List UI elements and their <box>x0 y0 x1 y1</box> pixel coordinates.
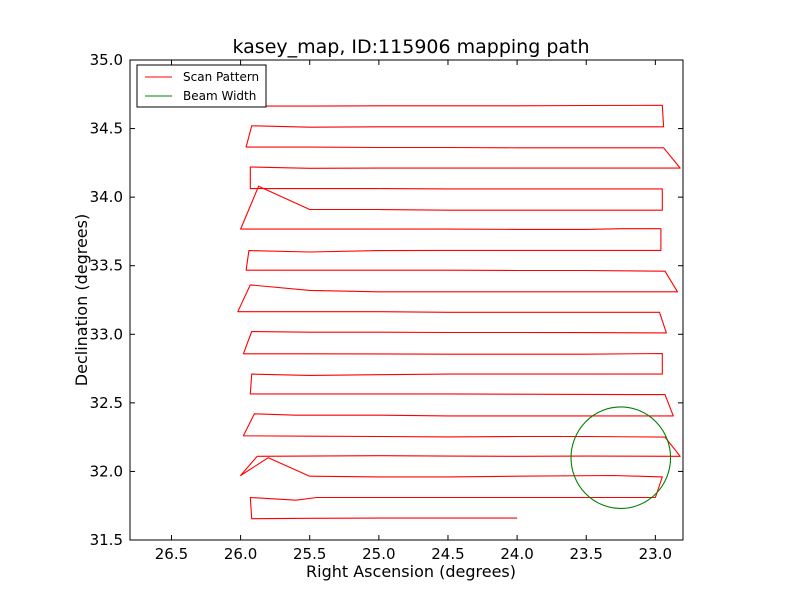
beam-width-circle <box>570 406 672 510</box>
y-tick-label: 33.5 <box>90 257 123 275</box>
x-tick-label: 26.5 <box>155 545 188 563</box>
legend-label-beam-width: Beam Width <box>183 89 256 103</box>
y-tick-label: 33.0 <box>90 325 123 343</box>
legend: Scan Pattern Beam Width <box>136 64 267 108</box>
y-tick-label: 35.0 <box>90 51 123 69</box>
scan-pattern-line <box>237 104 681 520</box>
x-tick-label: 25.0 <box>362 545 395 563</box>
plot-area <box>237 104 681 520</box>
x-tick-label: 23.5 <box>570 545 603 563</box>
x-axis-label: Right Ascension (degrees) <box>306 562 516 581</box>
plot-frame <box>129 59 684 541</box>
x-tick-label: 24.5 <box>431 545 464 563</box>
x-tick-label: 26.0 <box>224 545 257 563</box>
legend-label-scan-pattern: Scan Pattern <box>183 70 259 84</box>
y-tick-label: 34.0 <box>90 188 123 206</box>
y-tick-label: 31.5 <box>90 531 123 549</box>
chart-title: kasey_map, ID:115906 mapping path <box>232 36 589 58</box>
y-tick-label: 32.5 <box>90 394 123 412</box>
y-tick-label: 32.0 <box>90 462 123 480</box>
ticks-layer: 26.5 26.0 25.5 25.0 24.5 24.0 23.5 23.0 31.5 32.0… <box>90 51 683 563</box>
y-axis-label: Declination (degrees) <box>72 214 91 386</box>
series-layer <box>237 104 681 520</box>
x-tick-label: 24.0 <box>500 545 533 563</box>
legend-frame <box>136 64 267 108</box>
x-tick-label: 25.5 <box>293 545 326 563</box>
x-tick-label: 23.0 <box>639 545 672 563</box>
y-tick-label: 34.5 <box>90 120 123 138</box>
